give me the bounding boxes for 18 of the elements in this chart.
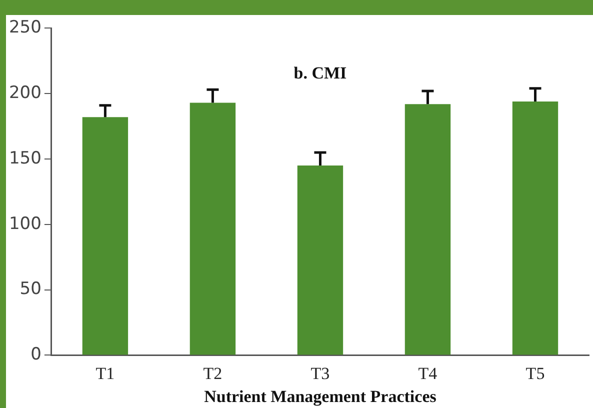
y-tick-label: 200	[8, 83, 42, 104]
text: b. CMI	[294, 63, 348, 82]
y-tick-label: 0	[30, 344, 42, 365]
x-tick-label: T5	[526, 364, 545, 383]
y-tick-label: 100	[8, 214, 42, 234]
y-tick-label: 150	[8, 148, 42, 168]
bar	[512, 101, 558, 355]
x-tick-label: T4	[418, 364, 438, 383]
x-axis-title: Nutrient Management Practices	[204, 387, 437, 406]
bar	[82, 117, 128, 355]
x-tick-label: T3	[310, 364, 330, 383]
y-tick-label: 50	[20, 279, 42, 300]
x-tick-label: T2	[203, 364, 222, 383]
x-tick-label: T1	[96, 364, 115, 383]
bar	[190, 102, 236, 355]
bar	[297, 166, 344, 355]
y-tick-label: 250	[8, 18, 42, 38]
bar	[404, 104, 451, 355]
